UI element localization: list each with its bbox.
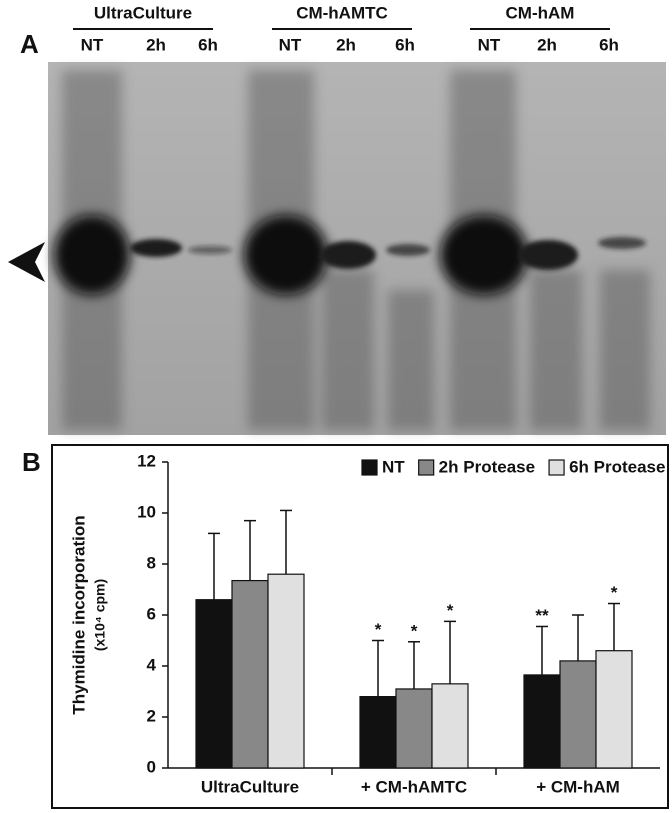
significance: **	[535, 606, 549, 625]
y-axis-unit: (x10⁴ cpm)	[92, 579, 108, 651]
x-tick-label: UltraCulture	[201, 777, 299, 796]
x-tick-label: + CM-hAM	[536, 777, 620, 796]
bar	[395, 688, 433, 769]
y-tick-label: 0	[147, 757, 156, 776]
lane-label: NT	[81, 35, 104, 54]
y-tick-label: 8	[147, 553, 156, 572]
bar	[523, 674, 561, 769]
y-axis-label: Thymidine incorporation	[69, 515, 88, 714]
group-label: CM-hAMTC	[296, 3, 388, 22]
lane-label: 2h	[537, 35, 557, 54]
y-tick-label: 4	[147, 655, 157, 674]
panel-label: A	[20, 29, 39, 59]
legend-label: 6h Protease	[569, 457, 665, 476]
legend-label: 2h Protease	[439, 457, 535, 476]
significance: *	[411, 621, 418, 640]
lane-label: 6h	[395, 35, 415, 54]
bar	[595, 650, 633, 769]
bar	[431, 683, 469, 769]
significance: *	[447, 601, 454, 620]
y-tick-label: 10	[137, 502, 156, 521]
legend-swatch	[548, 459, 565, 476]
x-tick-label: + CM-hAMTC	[361, 777, 467, 796]
y-tick-label: 6	[147, 604, 156, 623]
bar	[231, 579, 269, 769]
bar	[559, 660, 597, 769]
group-label: UltraCulture	[94, 3, 192, 22]
panel-label: B	[22, 447, 41, 477]
lane-label: 6h	[599, 35, 619, 54]
panel-frame	[51, 444, 669, 809]
lane-label: NT	[478, 35, 501, 54]
bar	[359, 695, 397, 769]
legend-label: NT	[382, 457, 405, 476]
significance: *	[611, 583, 618, 602]
lane-label: NT	[279, 35, 302, 54]
lane-label: 2h	[336, 35, 356, 54]
lane-label: 2h	[146, 35, 166, 54]
y-tick-label: 12	[137, 451, 156, 470]
group-label: CM-hAM	[506, 3, 575, 22]
significance: *	[375, 620, 382, 639]
lane-label: 6h	[198, 35, 218, 54]
y-tick-label: 2	[147, 706, 156, 725]
gel-image	[8, 62, 666, 435]
legend-swatch	[361, 459, 378, 476]
bar	[195, 599, 233, 769]
bar	[267, 573, 305, 769]
legend-swatch	[418, 459, 435, 476]
